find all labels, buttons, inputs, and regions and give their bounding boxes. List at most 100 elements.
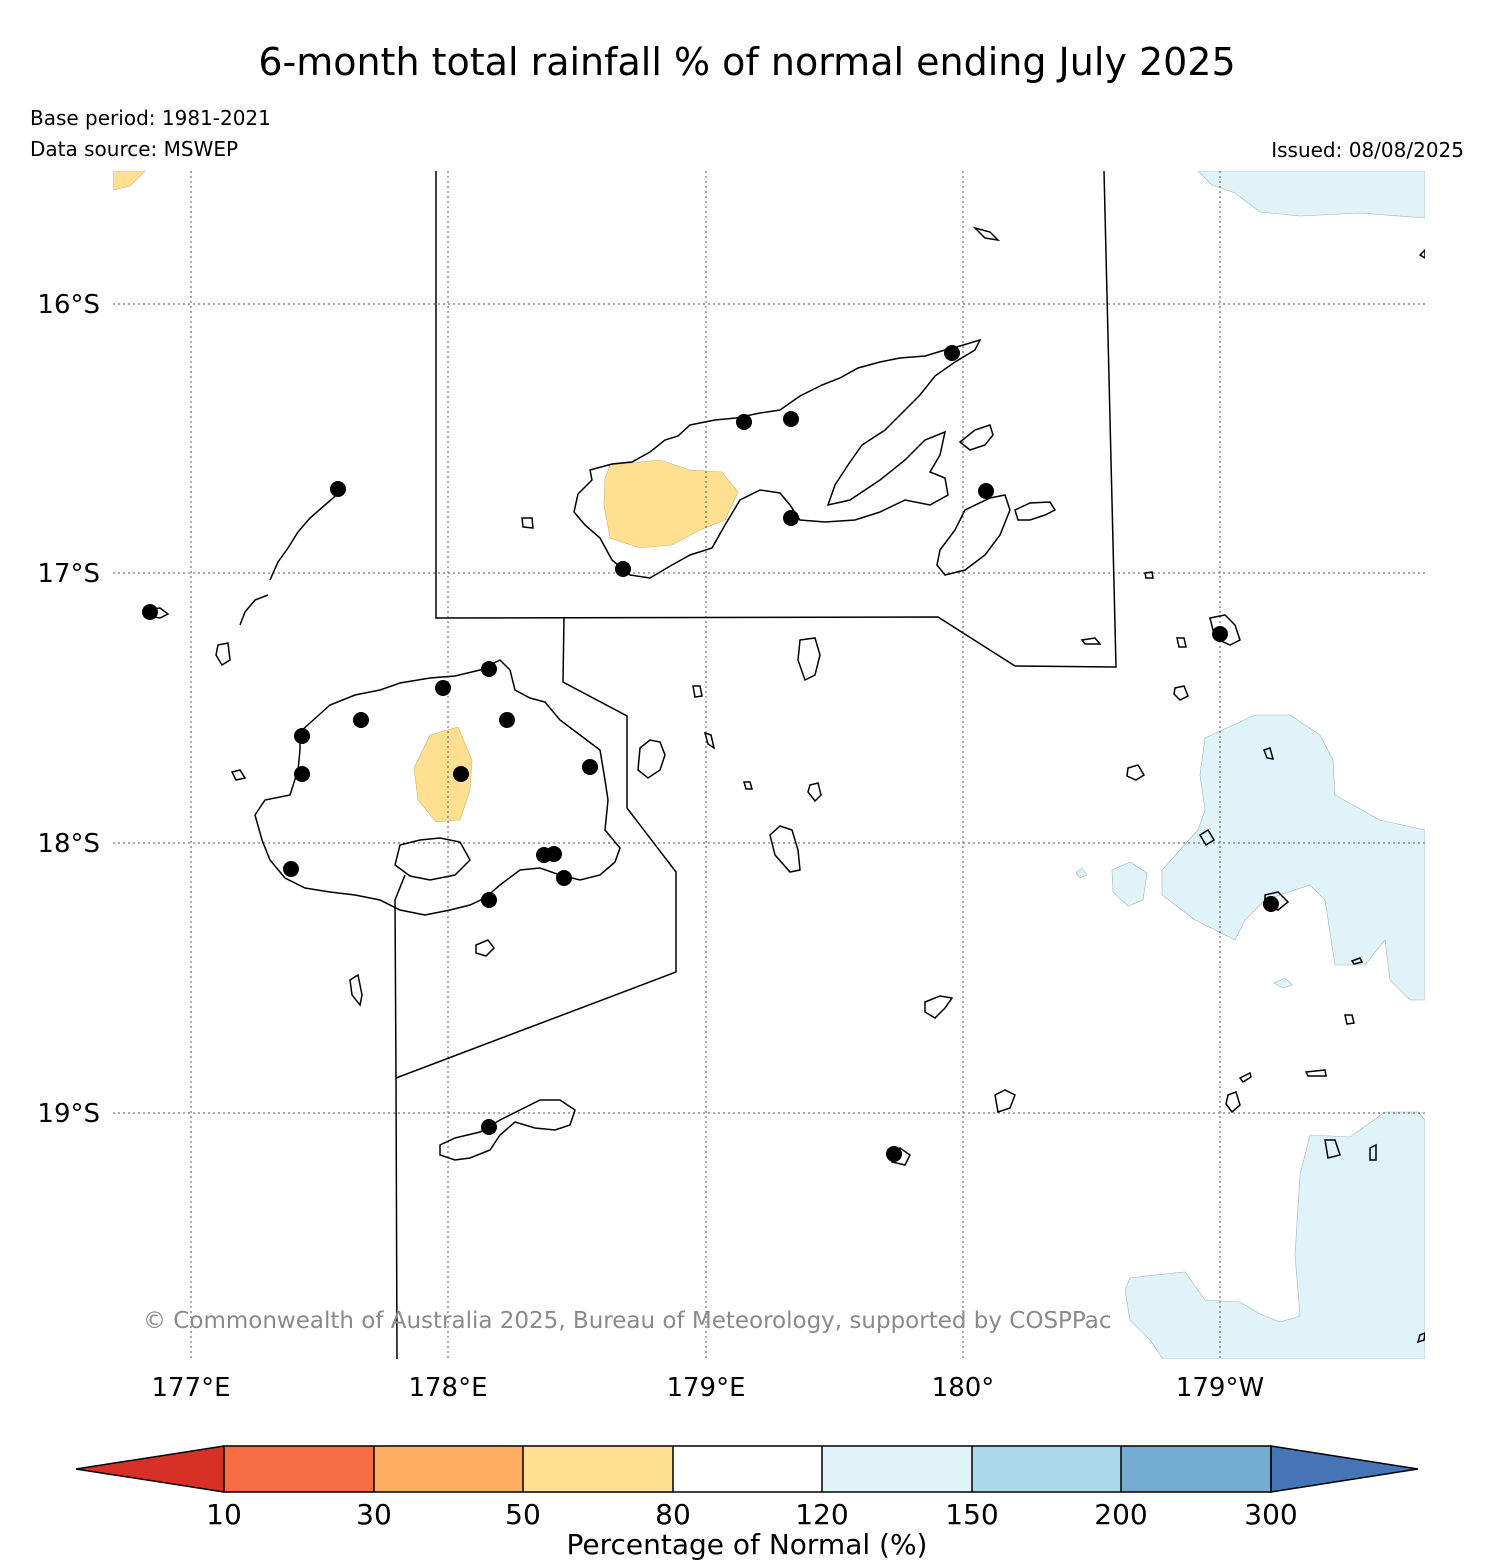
small-island-7 — [1225, 1091, 1241, 1114]
station-marker — [481, 661, 497, 677]
wet-region-top-right — [1197, 171, 1425, 219]
graticule — [113, 171, 1425, 1359]
colorbar-outline — [223, 1445, 1272, 1493]
station-marker — [556, 870, 572, 886]
data-source-text: Data source: MSWEP — [30, 137, 239, 161]
western-division-boundary — [394, 874, 406, 1359]
issued-date-text: Issued: 08/08/2025 — [1271, 138, 1464, 162]
colorbar-tick-80: 80 — [655, 1498, 691, 1531]
colorbar: 10 30 50 80 120 150 200 300 Percentage o… — [75, 1445, 1419, 1561]
small-island-13 — [703, 731, 716, 750]
station-marker — [283, 861, 299, 877]
colorbar-swatch-120-150 — [822, 1446, 972, 1492]
small-island-22 — [1418, 248, 1425, 259]
small-island-25 — [1350, 957, 1364, 965]
small-island-18 — [1238, 1071, 1252, 1084]
totoya-coast — [994, 1089, 1016, 1113]
colorbar-swatch-50-80 — [523, 1446, 673, 1492]
gau-coast — [769, 825, 801, 873]
small-island-16 — [1176, 637, 1187, 648]
station-marker — [353, 712, 369, 728]
small-island-2 — [215, 642, 231, 667]
colorbar-tick-200: 200 — [1094, 1498, 1147, 1531]
colorbar-tick-30: 30 — [356, 1498, 392, 1531]
small-island-14 — [807, 782, 822, 803]
station-marker — [294, 766, 310, 782]
small-island-8 — [1324, 1139, 1341, 1159]
station-marker — [1212, 626, 1228, 642]
wet-region-small — [1111, 861, 1148, 907]
small-island-20 — [1369, 1143, 1377, 1161]
wet-region-small-2 — [1075, 867, 1088, 879]
qamea-coast — [1014, 501, 1057, 521]
colorbar-tick-120: 120 — [795, 1498, 848, 1531]
beqa-coast — [475, 939, 495, 957]
ovalau-coast — [637, 739, 666, 779]
colorbar-tick-300: 300 — [1244, 1498, 1297, 1531]
base-period-text: Base period: 1981-2021 — [30, 106, 271, 130]
lat-label-18s: 18°S — [37, 829, 100, 859]
small-island-5 — [1173, 685, 1189, 701]
map-panel: © Commonwealth of Australia 2025, Bureau… — [113, 171, 1425, 1359]
lon-label-180: 180° — [932, 1373, 995, 1403]
moala-coast — [924, 995, 954, 1019]
lon-label-177e: 177°E — [151, 1373, 230, 1403]
station-marker — [886, 1146, 902, 1162]
small-island-3 — [230, 769, 247, 781]
colorbar-tick-50: 50 — [505, 1498, 541, 1531]
division-boundaries — [394, 171, 1117, 1359]
lat-label-19s: 19°S — [37, 1099, 100, 1129]
wet-region-small-3 — [1273, 977, 1293, 989]
vatulele-coast — [349, 973, 363, 1007]
station-marker — [499, 712, 515, 728]
colorbar-tick-10: 10 — [206, 1498, 242, 1531]
station-marker — [582, 759, 598, 775]
northern-division-boundary — [435, 171, 1117, 668]
small-island-21 — [1416, 1332, 1425, 1344]
colorbar-swatch-200-300 — [1121, 1446, 1271, 1492]
vanua-levu-bay-coast — [394, 837, 471, 881]
small-island-6 — [1198, 828, 1216, 847]
wet-region-lau-south — [1124, 1111, 1425, 1359]
small-island-4 — [1126, 764, 1146, 781]
koro-coast — [797, 637, 821, 682]
station-marker — [615, 561, 631, 577]
station-marker — [783, 510, 799, 526]
station-marker — [294, 728, 310, 744]
station-marker — [736, 414, 752, 430]
station-marker — [330, 481, 346, 497]
dry-region-top-left — [113, 171, 146, 191]
colorbar-swatch-30-50 — [374, 1446, 523, 1492]
central-western-boundary — [395, 617, 677, 1079]
colorbar-extend-low — [75, 1445, 225, 1493]
lon-label-179e: 179°E — [666, 1373, 745, 1403]
latitude-labels: 16°S 17°S 18°S 19°S — [37, 290, 100, 1129]
station-marker — [142, 604, 158, 620]
station-marker — [944, 345, 960, 361]
kadavu-coast — [439, 1099, 576, 1161]
small-island-9 — [1304, 1069, 1327, 1077]
colorbar-title: Percentage of Normal (%) — [567, 1528, 928, 1561]
rabi-coast — [958, 424, 994, 451]
colorbar-extend-high — [1270, 1445, 1419, 1493]
small-island-24 — [1080, 637, 1102, 645]
small-island-19 — [1344, 1014, 1355, 1025]
vanua-levu-coast — [573, 338, 982, 579]
copyright-text: © Commonwealth of Australia 2025, Bureau… — [143, 1308, 1112, 1334]
small-island-23 — [521, 517, 534, 529]
dry-region-viti-levu — [413, 726, 473, 823]
small-island-17 — [1263, 747, 1275, 760]
station-marker — [435, 680, 451, 696]
station-marker — [1263, 896, 1279, 912]
small-island-12 — [692, 685, 703, 698]
shaded-regions — [113, 171, 1425, 1359]
colorbar-swatch-80-120 — [673, 1446, 822, 1492]
station-marker — [978, 483, 994, 499]
station-marker — [453, 766, 469, 782]
lat-label-16s: 16°S — [37, 290, 100, 320]
yasawa-chain-coast — [269, 491, 341, 581]
lon-label-179w: 179°W — [1176, 1373, 1264, 1403]
small-island-11 — [972, 226, 1001, 242]
station-marker — [546, 846, 562, 862]
colorbar-tick-150: 150 — [945, 1498, 998, 1531]
